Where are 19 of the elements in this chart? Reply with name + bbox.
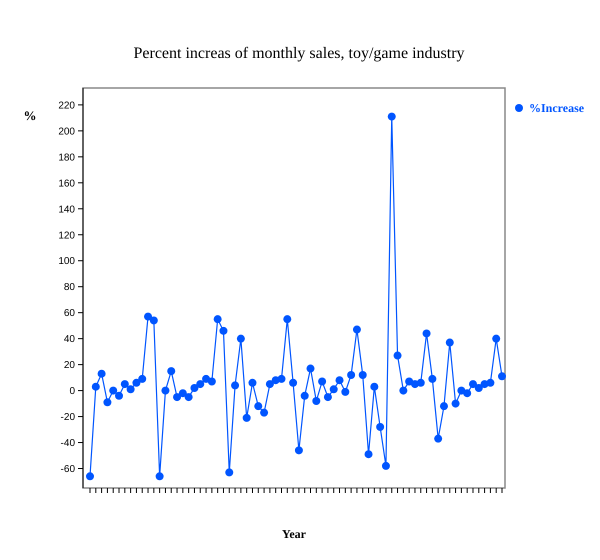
y-tick-label: 120 (58, 230, 76, 242)
y-tick-label: -20 (60, 412, 76, 424)
y-tick-label: 80 (64, 282, 76, 294)
y-tick-label: 180 (58, 152, 76, 164)
y-tick-label: 60 (64, 308, 76, 320)
y-tick-label: 140 (58, 204, 76, 216)
x-axis-title: Year (282, 527, 307, 541)
legend-label: %Increase (529, 101, 585, 116)
y-tick-label: -60 (60, 464, 76, 476)
y-tick-label: 100 (58, 256, 76, 268)
chart-title: Percent increas of monthly sales, toy/game industry (133, 45, 465, 62)
y-tick-label: 160 (58, 178, 76, 190)
y-tick-label: 20 (64, 360, 76, 372)
y-tick-label: 220 (58, 100, 76, 112)
y-tick-label: 200 (58, 126, 76, 138)
y-tick-label: 40 (64, 334, 76, 346)
y-axis-title: % (24, 108, 36, 123)
y-tick-label: 0 (69, 386, 76, 398)
y-tick-label: -40 (60, 438, 76, 450)
